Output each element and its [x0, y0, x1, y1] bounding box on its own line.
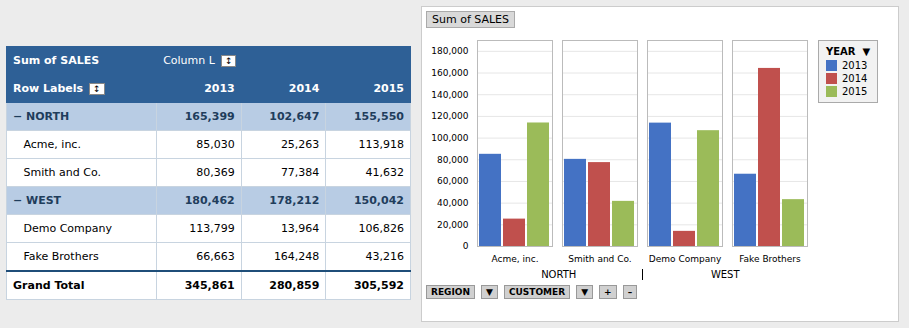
html-text:106,826: 106,826 — [358, 222, 404, 235]
svg-text:160,000: 160,000 — [431, 68, 468, 78]
svg-text:80,000: 80,000 — [437, 155, 469, 165]
html-text:85,030: 85,030 — [196, 138, 235, 151]
html-text:178,212: 178,212 — [269, 194, 320, 207]
html-text:Acme, inc.: Acme, inc. — [13, 138, 81, 151]
html-text:150,042: 150,042 — [353, 194, 404, 207]
svg-text:140,000: 140,000 — [431, 90, 468, 100]
html-text:155,550: 155,550 — [353, 110, 404, 123]
html-text:2014: 2014 — [288, 82, 320, 95]
svg-text:120,000: 120,000 — [431, 111, 468, 121]
html-text:REGION: REGION — [431, 287, 470, 297]
html-text:345,861: 345,861 — [184, 279, 235, 292]
html-text:305,592: 305,592 — [353, 279, 404, 292]
html-text:Sum of SALES: Sum of SALES — [432, 13, 509, 26]
html-text:− WEST: − WEST — [13, 194, 62, 207]
html-text:NORTH: NORTH — [541, 269, 577, 280]
html-text:2015: 2015 — [373, 82, 404, 95]
html-text:2013: 2013 — [204, 82, 235, 95]
html-text:Demo Company: Demo Company — [13, 222, 112, 235]
html-text:CUSTOMER: CUSTOMER — [508, 287, 566, 297]
svg-text:180,000: 180,000 — [431, 46, 468, 56]
html-text:Fake Brothers: Fake Brothers — [13, 250, 99, 263]
html-text:13,964: 13,964 — [280, 222, 320, 235]
html-text:25,263: 25,263 — [280, 138, 320, 151]
svg-text:Fake Brothers: Fake Brothers — [739, 254, 801, 264]
html-text:113,918: 113,918 — [358, 138, 404, 151]
svg-text:60,000: 60,000 — [437, 176, 469, 186]
html-text:2014: 2014 — [842, 73, 868, 84]
svg-text:40,000: 40,000 — [437, 198, 469, 208]
html-text:WEST: WEST — [710, 269, 740, 280]
html-text:Grand Total: Grand Total — [13, 279, 85, 292]
html-text:YEAR ▼: YEAR ▼ — [826, 46, 871, 57]
svg-text:0: 0 — [463, 241, 469, 251]
html-text:77,384: 77,384 — [280, 166, 320, 179]
html-text:2013: 2013 — [842, 60, 868, 71]
html-text:113,799: 113,799 — [189, 222, 235, 235]
html-text:165,399: 165,399 — [184, 110, 235, 123]
html-text:Column L: Column L — [163, 54, 215, 67]
html-text:41,632: 41,632 — [365, 166, 404, 179]
html-text:Row Labels: Row Labels — [13, 82, 84, 95]
html-text:66,663: 66,663 — [196, 250, 235, 263]
svg-text:100,000: 100,000 — [431, 133, 468, 143]
html-text:164,248: 164,248 — [273, 250, 320, 263]
svg-text:Acme, inc.: Acme, inc. — [492, 254, 539, 264]
html-text:280,859: 280,859 — [269, 279, 320, 292]
html-text:− NORTH: − NORTH — [13, 110, 70, 123]
svg-text:20,000: 20,000 — [437, 220, 469, 230]
html-text:2015: 2015 — [842, 86, 868, 97]
svg-text:Demo Company: Demo Company — [649, 254, 722, 264]
html-text:80,369: 80,369 — [196, 166, 235, 179]
svg-text:Smith and Co.: Smith and Co. — [568, 254, 631, 264]
html-text:Smith and Co.: Smith and Co. — [13, 166, 101, 179]
html-text:180,462: 180,462 — [184, 194, 235, 207]
html-text:Sum of SALES: Sum of SALES — [13, 54, 100, 67]
html-text:43,216: 43,216 — [365, 250, 404, 263]
html-text:102,647: 102,647 — [269, 110, 320, 123]
